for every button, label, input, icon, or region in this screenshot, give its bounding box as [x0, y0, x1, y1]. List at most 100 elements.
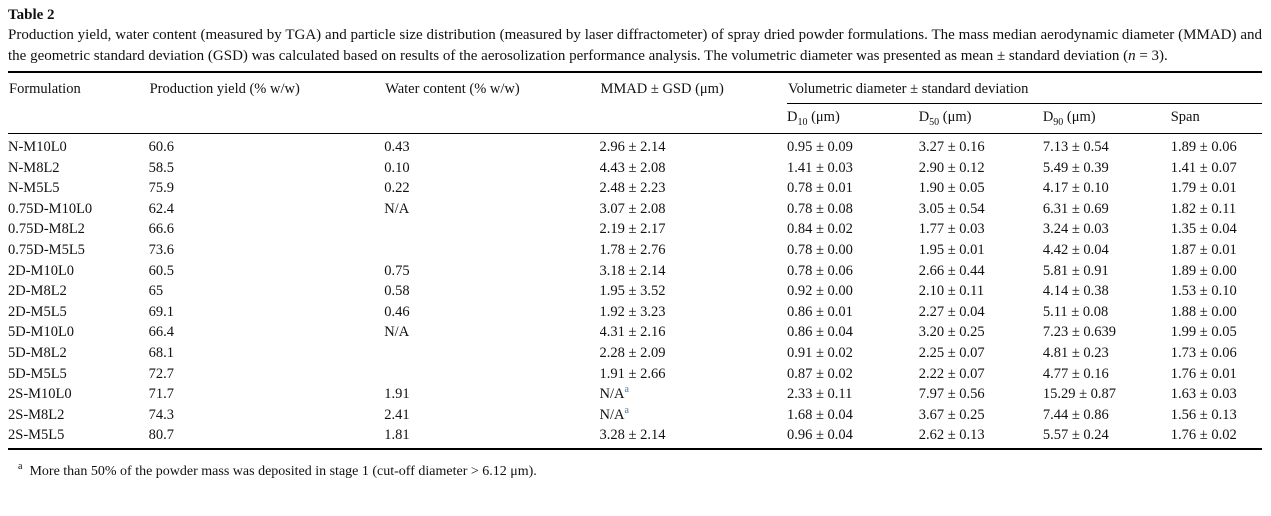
cell-production-yield: 62.4: [148, 200, 174, 217]
cell-d50: 2.25 ± 0.07: [918, 344, 985, 361]
cell-d90: 7.13 ± 0.54: [1042, 139, 1109, 155]
cell-formulation: N-M8L2: [8, 159, 60, 176]
col-header-span: Span: [1170, 103, 1262, 134]
cell-span: 1.63 ± 0.03: [1170, 386, 1237, 403]
mmad-value: 1.95 ± 3.52: [599, 283, 666, 300]
table-row: 0.75D-M10L0 62.4 N/A 3.07 ± 2.08 0.78 ± …: [8, 199, 1262, 220]
col-header-d10: D10 (μm): [786, 103, 919, 134]
table-label: Table 2: [8, 7, 55, 23]
cell-d90: 5.11 ± 0.08: [1042, 303, 1109, 320]
d90-base: D: [1042, 109, 1054, 125]
cell-d50: 1.90 ± 0.05: [918, 180, 985, 197]
cell-span: 1.73 ± 0.06: [1170, 344, 1237, 361]
cell-d90: 5.81 ± 0.91: [1042, 262, 1109, 279]
cell-span: 1.79 ± 0.01: [1170, 180, 1237, 197]
cell-mmad-gsd: 2.19 ± 2.17: [600, 219, 787, 240]
cell-mmad-gsd: 1.91 ± 2.66: [600, 364, 787, 385]
mmad-value: 4.31 ± 2.16: [599, 324, 666, 341]
cell-span: 1.82 ± 0.11: [1170, 200, 1237, 217]
cell-mmad-gsd: N/Aa: [600, 384, 787, 405]
cell-span: 1.89 ± 0.00: [1170, 262, 1237, 279]
cell-production-yield: 75.9: [148, 180, 174, 197]
cell-d50: 3.20 ± 0.25: [918, 324, 985, 341]
cell-d10: 0.91 ± 0.02: [786, 344, 853, 361]
cell-d10: 1.41 ± 0.03: [786, 159, 853, 176]
cell-d90: 4.17 ± 0.10: [1042, 180, 1109, 197]
cell-production-yield: 74.3: [148, 406, 174, 423]
data-table: Formulation Production yield (% w/w) Wat…: [8, 71, 1262, 450]
cell-water-content: 1.91: [384, 386, 410, 403]
d10-unit: (μm): [807, 109, 840, 125]
footnote-text: More than 50% of the powder mass was dep…: [29, 463, 537, 479]
mmad-value: 1.78 ± 2.76: [599, 241, 666, 258]
cell-formulation: 5D-M10L0: [8, 324, 75, 341]
cell-water-content: [384, 240, 599, 261]
cell-mmad-gsd: 1.92 ± 3.23: [600, 302, 787, 323]
cell-water-content: 0.43: [384, 139, 410, 155]
cell-d10: 0.92 ± 0.00: [786, 283, 853, 300]
header-sub-row: D10 (μm) D50 (μm) D90 (μm) Span: [8, 103, 1262, 134]
cell-mmad-gsd: 3.07 ± 2.08: [600, 199, 787, 220]
cell-span: 1.53 ± 0.10: [1170, 283, 1237, 300]
col-header-mmad-gsd: MMAD ± GSD (μm): [599, 72, 787, 134]
cell-d50: 3.05 ± 0.54: [918, 200, 985, 217]
cell-d50: 3.27 ± 0.16: [918, 139, 985, 155]
cell-d90: 15.29 ± 0.87: [1042, 386, 1117, 403]
table-row: 2D-M5L5 69.1 0.46 1.92 ± 3.23 0.86 ± 0.0…: [8, 302, 1262, 323]
d90-unit: (μm): [1063, 109, 1096, 125]
table-row: 2S-M8L2 74.3 2.41 N/Aa 1.68 ± 0.04 3.67 …: [8, 405, 1262, 426]
cell-d90: 4.42 ± 0.04: [1042, 241, 1109, 258]
cell-d10: 2.33 ± 0.11: [786, 386, 853, 403]
cell-span: 1.41 ± 0.07: [1170, 159, 1237, 176]
mmad-value: 3.07 ± 2.08: [599, 200, 666, 217]
cell-d10: 0.86 ± 0.01: [786, 303, 853, 320]
cell-formulation: 2S-M5L5: [8, 427, 65, 444]
cell-d90: 5.49 ± 0.39: [1042, 159, 1109, 176]
cell-water-content: N/A: [384, 200, 410, 217]
cell-production-yield: 58.5: [148, 159, 174, 176]
cell-formulation: 0.75D-M8L2: [8, 221, 85, 238]
cell-d50: 2.27 ± 0.04: [918, 303, 985, 320]
cell-water-content: 2.41: [384, 406, 410, 423]
cell-formulation: N-M10L0: [8, 139, 67, 155]
header-group-row: Formulation Production yield (% w/w) Wat…: [8, 72, 1262, 134]
table-header: Formulation Production yield (% w/w) Wat…: [8, 72, 1262, 134]
footnote-marker: a: [18, 461, 23, 473]
cell-span: 1.56 ± 0.13: [1170, 406, 1237, 423]
cell-d10: 0.86 ± 0.04: [786, 324, 853, 341]
caption-n-variable: n: [1128, 48, 1136, 64]
cell-production-yield: 66.6: [148, 221, 174, 238]
d10-base: D: [786, 109, 798, 125]
cell-mmad-gsd: 4.31 ± 2.16: [600, 322, 787, 343]
cell-production-yield: 69.1: [148, 303, 174, 320]
cell-mmad-gsd: 2.96 ± 2.14: [600, 134, 787, 158]
mmad-value: 3.28 ± 2.14: [599, 427, 666, 444]
cell-production-yield: 65: [148, 283, 164, 300]
cell-mmad-gsd: 1.95 ± 3.52: [600, 281, 787, 302]
table-row: N-M8L2 58.5 0.10 4.43 ± 2.08 1.41 ± 0.03…: [8, 158, 1262, 179]
cell-span: 1.87 ± 0.01: [1170, 241, 1237, 258]
cell-production-yield: 80.7: [148, 427, 174, 444]
footnote-marker-superscript: a: [624, 404, 629, 416]
cell-span: 1.99 ± 0.05: [1170, 324, 1237, 341]
cell-d10: 1.68 ± 0.04: [786, 406, 853, 423]
cell-d10: 0.78 ± 0.06: [786, 262, 853, 279]
mmad-value: 2.19 ± 2.17: [599, 221, 666, 238]
cell-d90: 4.77 ± 0.16: [1042, 365, 1109, 382]
cell-water-content: 1.81: [384, 427, 410, 444]
mmad-value: 1.91 ± 2.66: [599, 365, 666, 382]
cell-formulation: 2D-M10L0: [8, 262, 75, 279]
cell-d90: 7.44 ± 0.86: [1042, 406, 1109, 423]
cell-d50: 1.77 ± 0.03: [918, 221, 985, 238]
cell-d10: 0.78 ± 0.01: [786, 180, 853, 197]
cell-span: 1.35 ± 0.04: [1170, 221, 1237, 238]
table-row: 2D-M10L0 60.5 0.75 3.18 ± 2.14 0.78 ± 0.…: [8, 261, 1262, 282]
cell-d50: 7.97 ± 0.56: [918, 386, 985, 403]
cell-span: 1.89 ± 0.06: [1170, 139, 1237, 155]
cell-d10: 0.95 ± 0.09: [786, 139, 853, 155]
table-body: N-M10L0 60.6 0.43 2.96 ± 2.14 0.95 ± 0.0…: [8, 134, 1262, 449]
cell-formulation: 5D-M5L5: [8, 365, 67, 382]
table-caption: Production yield, water content (measure…: [8, 25, 1262, 67]
d50-subscript: 50: [929, 116, 940, 128]
d50-base: D: [918, 109, 930, 125]
